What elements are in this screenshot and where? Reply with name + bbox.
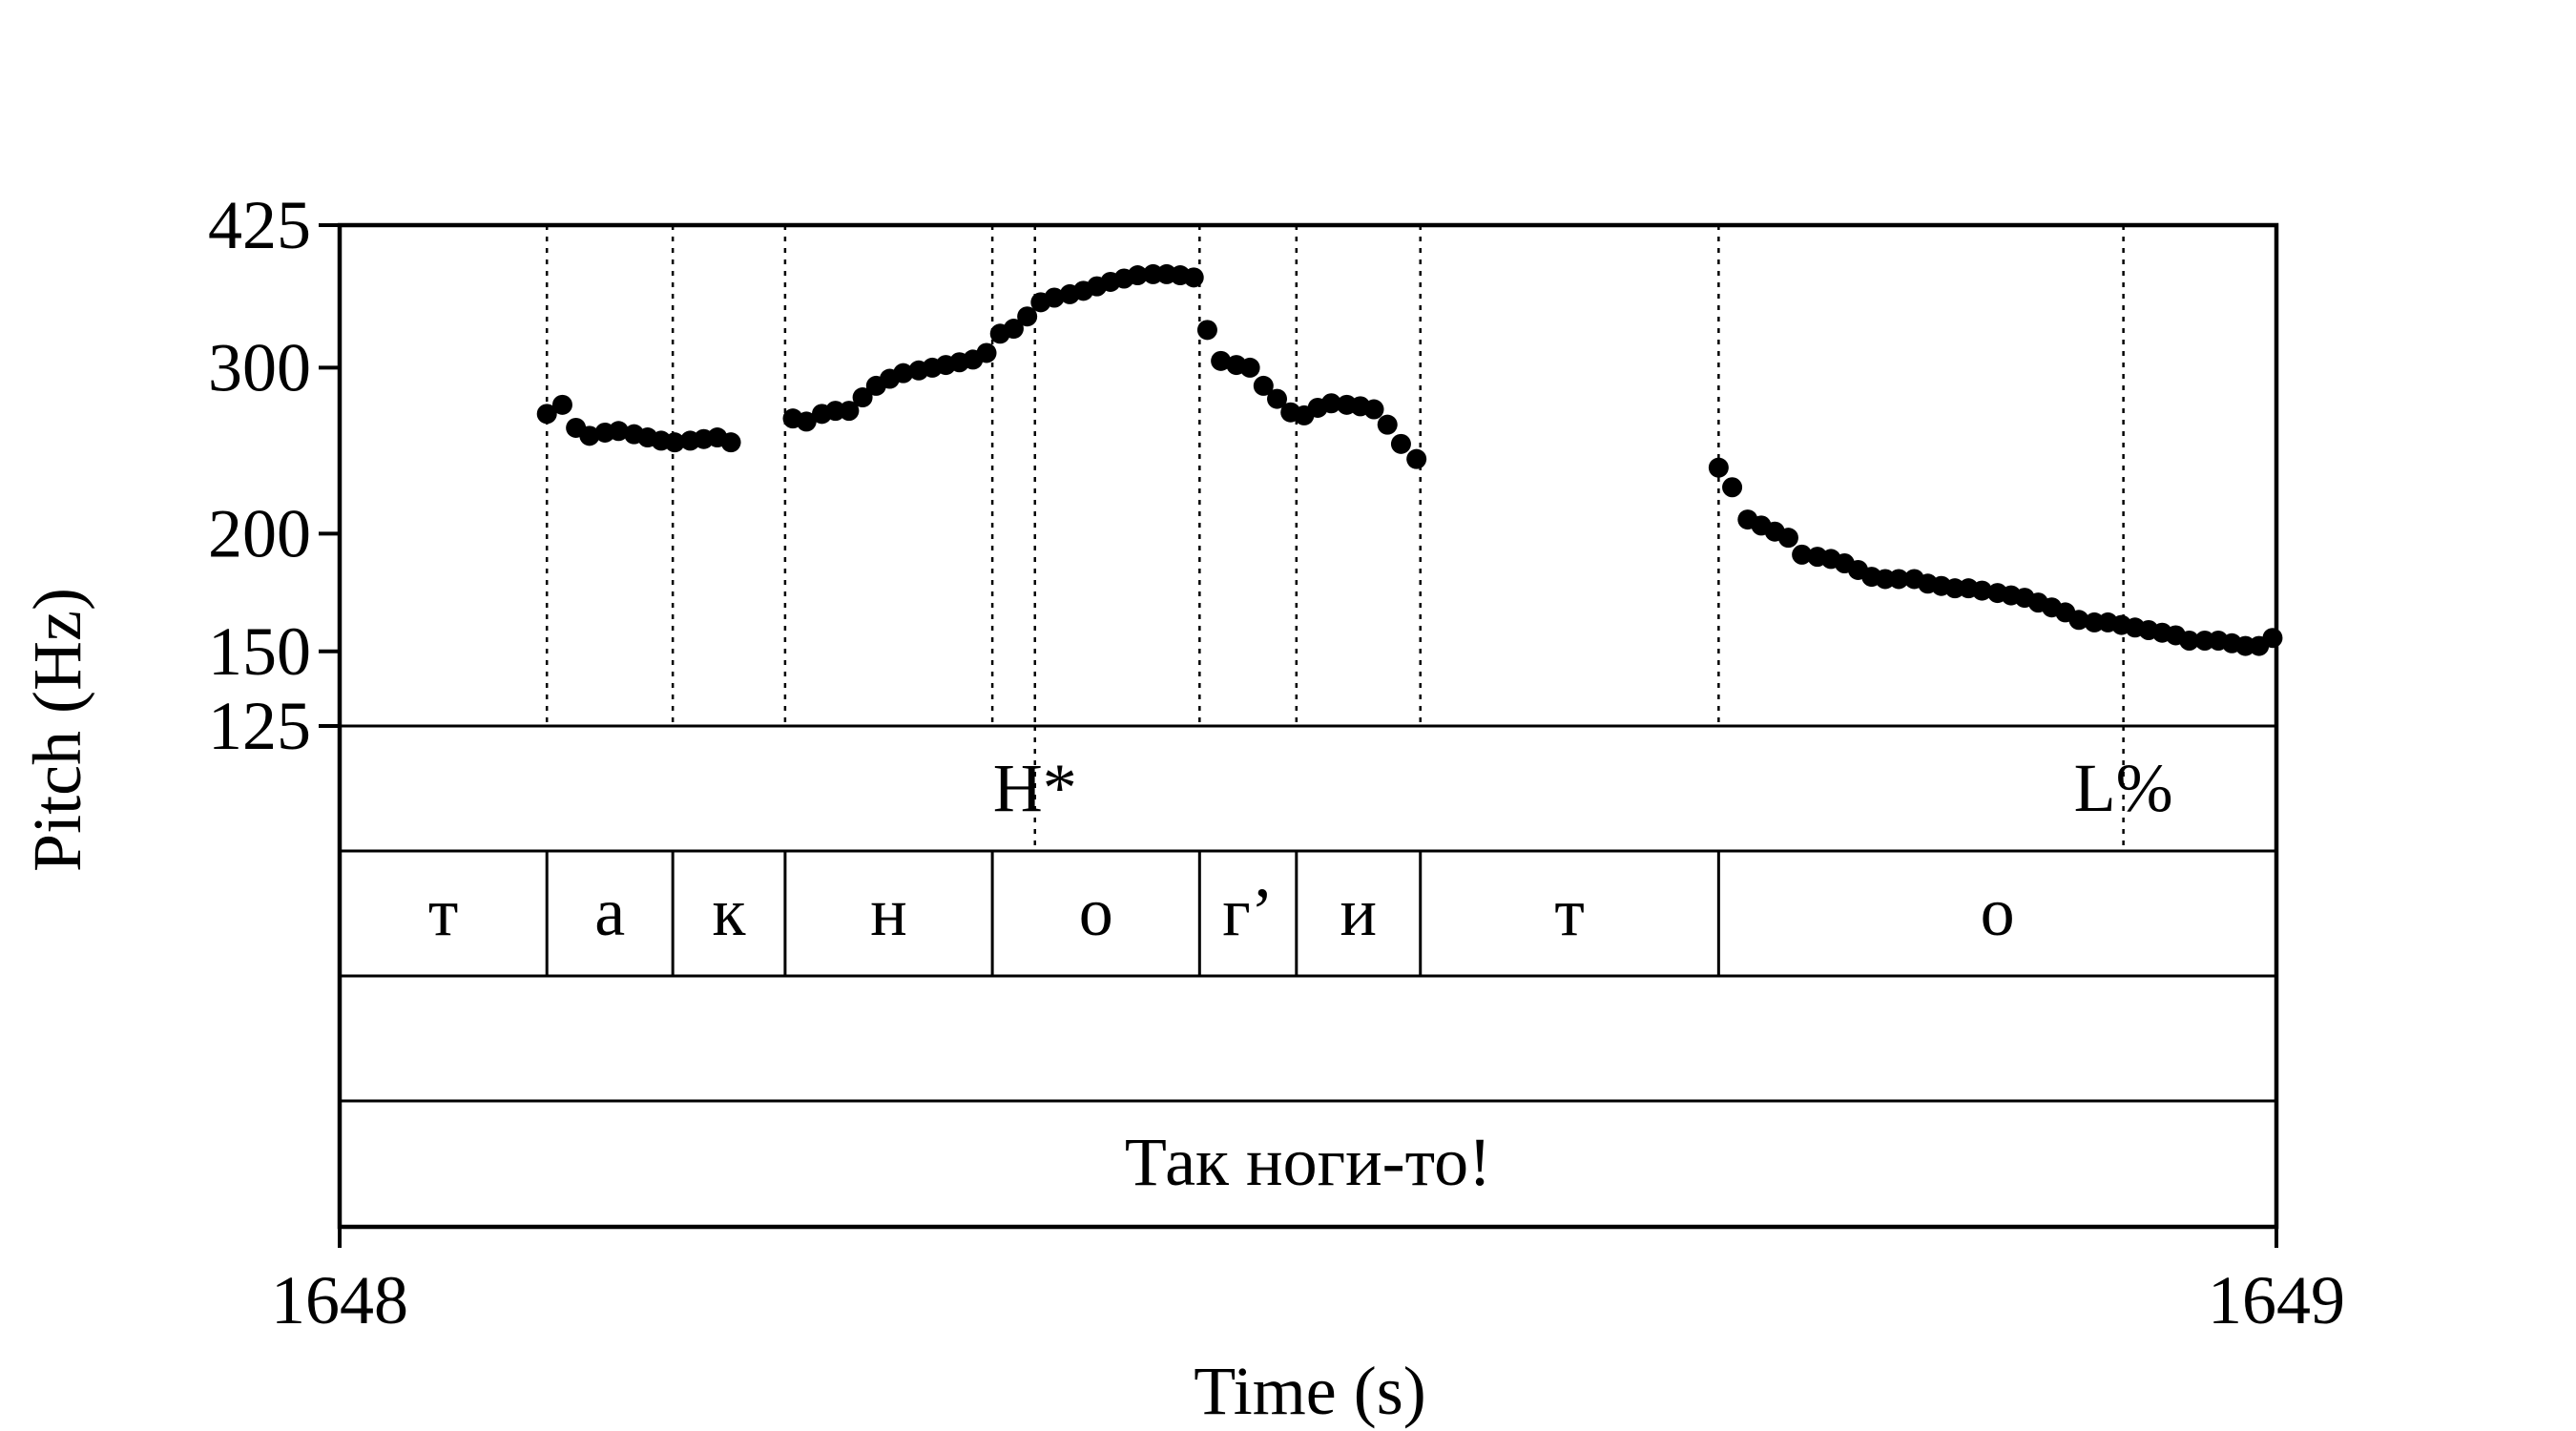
pitch-point xyxy=(1777,528,1798,549)
pitch-point xyxy=(1320,393,1341,414)
pitch-point xyxy=(1377,414,1398,435)
x-tick-label: 1648 xyxy=(271,1262,408,1338)
segment-label: т xyxy=(1554,874,1584,950)
plot-frame xyxy=(337,222,2279,1230)
pitch-point xyxy=(579,425,600,446)
pitch-point xyxy=(2179,630,2200,651)
y-tick-label: 300 xyxy=(208,329,311,405)
pitch-point xyxy=(839,401,860,422)
boundary-lines xyxy=(545,225,2125,726)
pitch-point xyxy=(1888,569,1909,590)
pitch-point xyxy=(1792,544,1813,565)
segment-label: о xyxy=(1981,874,2015,950)
tone-label: H* xyxy=(993,750,1077,826)
pitch-point xyxy=(664,432,685,453)
pitch-point xyxy=(1044,287,1065,308)
segment-label: и xyxy=(1340,874,1378,950)
pitch-point xyxy=(1971,580,1992,601)
y-tick-label: 150 xyxy=(208,613,311,690)
pitch-point xyxy=(551,394,572,415)
y-axis-title: Pitch (Hz) xyxy=(19,588,95,872)
y-tick-label: 425 xyxy=(208,187,311,263)
pitch-point xyxy=(1127,265,1148,286)
pitch-point xyxy=(1253,375,1274,396)
segment-label: а xyxy=(594,874,625,950)
segment-label: т xyxy=(428,874,458,950)
pitch-point xyxy=(976,342,997,363)
pitch-point xyxy=(852,387,873,408)
x-tick-label: 1649 xyxy=(2208,1262,2345,1338)
pitch-point xyxy=(2068,610,2089,631)
pitch-point xyxy=(1211,350,1232,371)
segment-label: к xyxy=(713,874,747,950)
y-tick-label: 125 xyxy=(208,688,311,764)
pitch-point xyxy=(720,432,741,453)
segment-label: о xyxy=(1079,874,1113,950)
tone-label: L% xyxy=(2074,750,2173,826)
pitch-point xyxy=(2262,628,2283,649)
pitch-points xyxy=(536,263,2283,656)
segment-label: н xyxy=(870,874,907,950)
pitch-point xyxy=(1017,306,1038,327)
pitch-point xyxy=(796,411,817,432)
segment-label: г’ xyxy=(1222,874,1274,950)
pitch-point xyxy=(1196,320,1217,341)
phrase-label: Так ноги-то! xyxy=(1125,1124,1491,1200)
pitch-point xyxy=(608,421,629,442)
annotation-tiers: H* L% т а к н о г’ и т о Так ноги-то! xyxy=(428,726,2173,1200)
pitch-point xyxy=(1406,448,1427,469)
pitch-point xyxy=(1003,319,1024,340)
pitch-point xyxy=(536,404,557,425)
pitch-point xyxy=(1239,357,1260,378)
pitch-point xyxy=(1183,267,1204,288)
pitch-point xyxy=(1390,433,1411,454)
pitch-point xyxy=(1363,399,1384,420)
pitch-point xyxy=(1267,388,1288,409)
pitch-point xyxy=(893,363,914,384)
pitch-point xyxy=(1708,457,1729,478)
pitch-point xyxy=(1722,477,1743,498)
x-axis-title: Time (s) xyxy=(1194,1353,1425,1429)
y-tick-label: 200 xyxy=(208,495,311,571)
